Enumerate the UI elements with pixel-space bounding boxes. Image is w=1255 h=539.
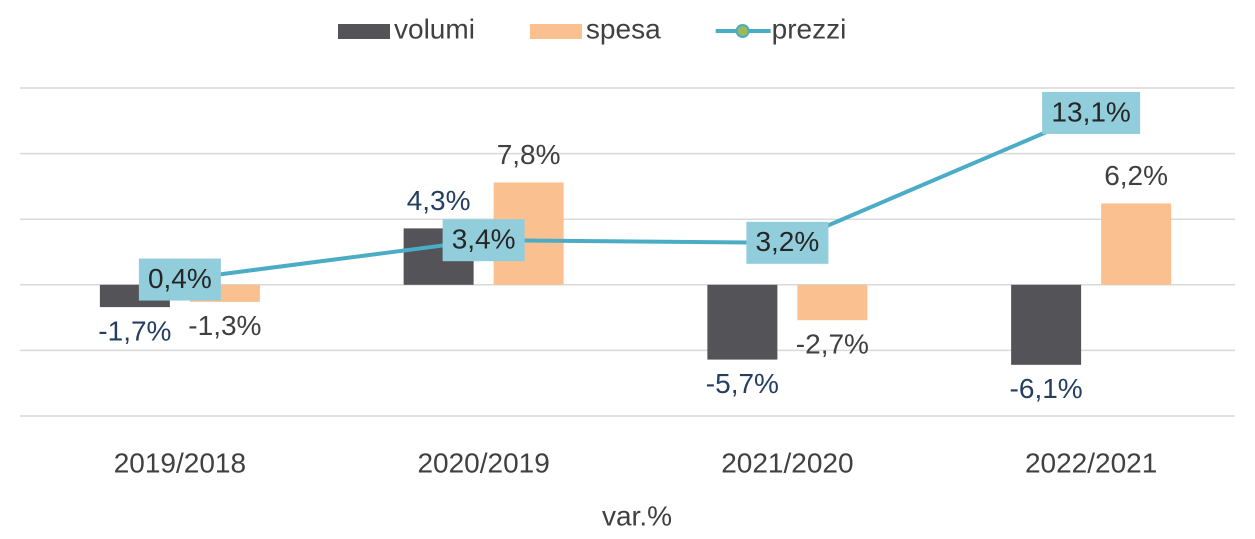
data-label-box bbox=[746, 221, 829, 264]
data-label: 13,1% bbox=[1051, 96, 1130, 127]
data-label: 4,3% bbox=[407, 185, 471, 216]
data-label: -2,7% bbox=[796, 329, 869, 360]
data-label: -1,7% bbox=[98, 315, 171, 346]
bar bbox=[707, 284, 778, 360]
x-tick-label: 2021/2020 bbox=[721, 447, 853, 478]
data-label: -6,1% bbox=[1010, 373, 1083, 404]
data-label: 3,4% bbox=[452, 224, 516, 255]
legend-swatch bbox=[338, 24, 390, 39]
data-label-box bbox=[1042, 91, 1141, 134]
data-label: -5,7% bbox=[706, 368, 779, 399]
legend-label: volumi bbox=[394, 13, 475, 44]
data-label: 7,8% bbox=[497, 139, 561, 170]
data-label-box bbox=[442, 219, 525, 262]
data-label: 0,4% bbox=[148, 263, 212, 294]
data-label: 6,2% bbox=[1104, 160, 1168, 191]
x-tick-label: 2020/2019 bbox=[417, 447, 549, 478]
x-axis-label: var.% bbox=[602, 500, 672, 531]
legend-label: spesa bbox=[586, 13, 661, 44]
line bbox=[179, 111, 1092, 282]
bar bbox=[1011, 284, 1082, 365]
legend-swatch bbox=[529, 24, 582, 39]
data-label: 3,2% bbox=[755, 226, 819, 257]
x-tick-label: 2022/2021 bbox=[1025, 447, 1157, 478]
x-tick-label: 2019/2018 bbox=[114, 447, 246, 478]
bar bbox=[1101, 203, 1172, 285]
data-label-box bbox=[138, 258, 221, 301]
bar bbox=[797, 284, 868, 321]
data-label: -1,3% bbox=[188, 310, 261, 341]
legend-label: prezzi bbox=[772, 13, 847, 44]
legend-marker bbox=[735, 24, 750, 38]
